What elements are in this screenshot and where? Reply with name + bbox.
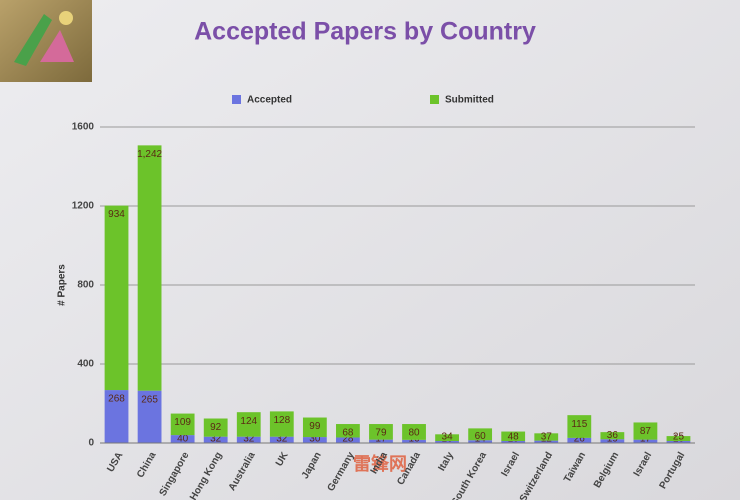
data-label: 40: [177, 434, 189, 445]
data-label: 109: [174, 417, 191, 428]
bar-segment: [369, 424, 393, 440]
data-label: 80: [408, 428, 420, 439]
bar-segment: [600, 439, 625, 443]
bar-segment: [104, 390, 129, 443]
legend-swatch: [232, 95, 241, 104]
bar-segment: [236, 436, 261, 443]
data-label: 32: [243, 434, 255, 445]
y-tick-label: 1600: [72, 122, 95, 133]
bar-segment: [666, 441, 691, 443]
data-label: 87: [640, 426, 652, 437]
chart-title: Accepted Papers by Country: [194, 18, 536, 46]
bar-segment: [468, 440, 493, 443]
bar-segment: [468, 428, 493, 441]
bar-segment: [534, 440, 559, 443]
data-label: 128: [273, 415, 290, 426]
data-label: 68: [342, 428, 354, 439]
data-label: 124: [240, 416, 257, 427]
y-tick-label: 1200: [72, 201, 95, 212]
legend-swatch: [430, 95, 439, 104]
bar-segment: [137, 145, 162, 391]
bar-segment: [104, 205, 129, 391]
bar-segment: [600, 432, 625, 440]
bar-segment: [170, 435, 195, 443]
bar-segment: [203, 418, 228, 437]
bar-segment: [302, 417, 327, 438]
legend-label: Accepted: [247, 95, 292, 106]
data-label: 99: [309, 421, 321, 432]
data-label: 60: [475, 431, 487, 442]
bar-segment: [336, 424, 360, 438]
bar-segment: [435, 434, 459, 442]
bar-segment: [633, 439, 658, 443]
data-label: 48: [508, 432, 520, 443]
data-label: 36: [607, 430, 619, 441]
data-label: 34: [442, 432, 454, 443]
y-tick-label: 800: [77, 280, 94, 291]
data-label: 92: [210, 422, 222, 433]
bar-segment: [203, 436, 228, 443]
data-label: 37: [541, 431, 553, 442]
y-tick-label: 400: [77, 359, 94, 370]
data-label: 265: [141, 394, 158, 405]
watermark: 雷锋网: [353, 453, 407, 474]
bar-segment: [137, 390, 162, 443]
bar-segment: [633, 422, 658, 440]
bar-segment: [236, 412, 261, 437]
data-label: 115: [571, 419, 587, 430]
data-label: 28: [342, 434, 354, 445]
data-label: 79: [375, 428, 387, 439]
y-tick-label: 0: [88, 438, 94, 449]
legend-label: Submitted: [445, 95, 494, 106]
data-label: 934: [108, 209, 125, 220]
data-label: 25: [673, 432, 685, 443]
bar-segment: [501, 431, 526, 442]
bar-segment: [170, 413, 195, 436]
bar-segment: [402, 439, 426, 443]
bar-segment: [269, 411, 294, 437]
y-axis-label: # Papers: [57, 264, 68, 306]
bar-segment: [666, 436, 691, 442]
bar-segment: [269, 436, 294, 443]
bar-segment: [402, 424, 426, 440]
bar-segment: [567, 415, 592, 438]
bar-segment: [435, 441, 459, 443]
bar-segment: [369, 439, 393, 443]
bar-segment: [567, 437, 592, 443]
data-label: 268: [108, 394, 125, 405]
bar-segment: [501, 441, 526, 443]
bar-segment: [302, 437, 327, 443]
bar-segment: [336, 437, 360, 443]
data-label: 32: [276, 434, 288, 445]
data-label: 26: [574, 434, 586, 445]
data-label: 1,242: [137, 149, 162, 160]
data-label: 30: [309, 434, 321, 445]
logo: [0, 0, 92, 82]
data-label: 32: [210, 434, 222, 445]
bar-segment: [534, 433, 559, 441]
